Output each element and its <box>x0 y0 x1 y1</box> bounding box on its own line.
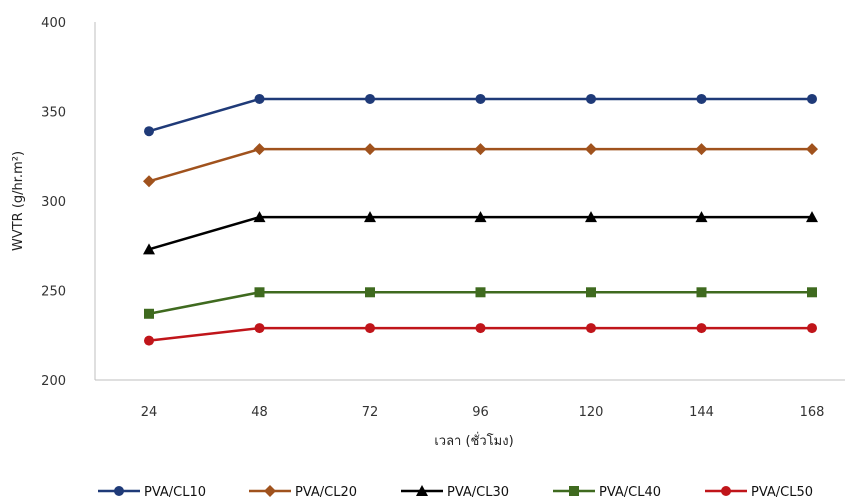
y-tick-labels: 200 250 300 350 400 <box>41 16 66 389</box>
data-point <box>474 143 487 156</box>
data-point <box>807 93 817 104</box>
series-1 <box>144 93 817 137</box>
data-point <box>696 93 707 104</box>
legend-item: PVA/CL20 <box>249 485 357 500</box>
series-3 <box>143 211 818 255</box>
legend-label: PVA/CL20 <box>295 485 357 500</box>
series-5 <box>144 323 817 346</box>
y-tick-label: 250 <box>41 285 66 300</box>
data-point <box>475 323 486 334</box>
series-4 <box>144 287 817 319</box>
y-tick-label: 400 <box>41 16 66 31</box>
series-layer <box>143 93 818 346</box>
data-point <box>806 211 818 223</box>
data-point <box>364 143 376 156</box>
data-point <box>585 143 597 156</box>
y-tick-label: 300 <box>41 195 66 210</box>
data-point <box>695 211 708 223</box>
data-point <box>253 211 266 223</box>
data-point <box>696 287 707 298</box>
legend-item: PVA/CL30 <box>401 485 509 500</box>
data-point <box>254 323 265 334</box>
data-point <box>144 308 154 319</box>
data-point <box>253 143 266 156</box>
data-point <box>475 287 486 298</box>
x-tick-label: 48 <box>251 405 268 420</box>
legend-item: PVA/CL50 <box>705 485 813 500</box>
data-point <box>696 323 707 334</box>
series-2 <box>143 143 818 188</box>
data-point <box>586 287 596 298</box>
legend-marker <box>114 486 124 496</box>
data-point <box>475 93 486 104</box>
data-point <box>807 287 817 298</box>
data-point <box>364 211 376 223</box>
axes <box>94 22 845 381</box>
data-point <box>144 126 154 137</box>
legend: PVA/CL10 PVA/CL20 PVA/CL30 PVA/CL40 PVA/CL50 <box>98 485 813 500</box>
x-tick-label: 72 <box>362 405 379 420</box>
data-point <box>585 211 597 223</box>
legend-marker <box>416 485 428 496</box>
x-tick-label: 24 <box>141 405 158 420</box>
x-axis-title: เวลา (ชั่วโมง) <box>434 432 513 449</box>
data-point <box>365 287 375 298</box>
data-point <box>143 243 155 255</box>
legend-item: PVA/CL40 <box>553 485 661 500</box>
legend-marker <box>721 486 731 496</box>
data-point <box>586 323 596 334</box>
data-point <box>695 143 708 156</box>
legend-marker <box>569 486 579 496</box>
legend-label: PVA/CL30 <box>447 485 509 500</box>
data-point <box>254 93 265 104</box>
legend-label: PVA/CL10 <box>144 485 206 500</box>
x-tick-label: 168 <box>800 405 825 420</box>
legend-label: PVA/CL40 <box>599 485 661 500</box>
legend-label: PVA/CL50 <box>751 485 813 500</box>
data-point <box>144 335 154 346</box>
legend-marker <box>264 485 276 497</box>
data-point <box>365 93 375 104</box>
data-point <box>143 175 155 188</box>
x-tick-label: 96 <box>472 405 489 420</box>
x-tick-labels: 24 48 72 96 120 144 168 <box>141 405 825 420</box>
y-tick-label: 350 <box>41 106 66 121</box>
data-point <box>474 211 487 223</box>
x-tick-label: 120 <box>579 405 604 420</box>
x-tick-label: 144 <box>689 405 714 420</box>
data-point <box>254 287 265 298</box>
y-tick-label: 200 <box>41 374 66 389</box>
data-point <box>807 323 817 334</box>
y-axis-title: WVTR (g/hr.m²) <box>11 151 26 251</box>
data-point <box>365 323 375 334</box>
data-point <box>586 93 596 104</box>
data-point <box>806 143 818 156</box>
legend-item: PVA/CL10 <box>98 485 206 500</box>
